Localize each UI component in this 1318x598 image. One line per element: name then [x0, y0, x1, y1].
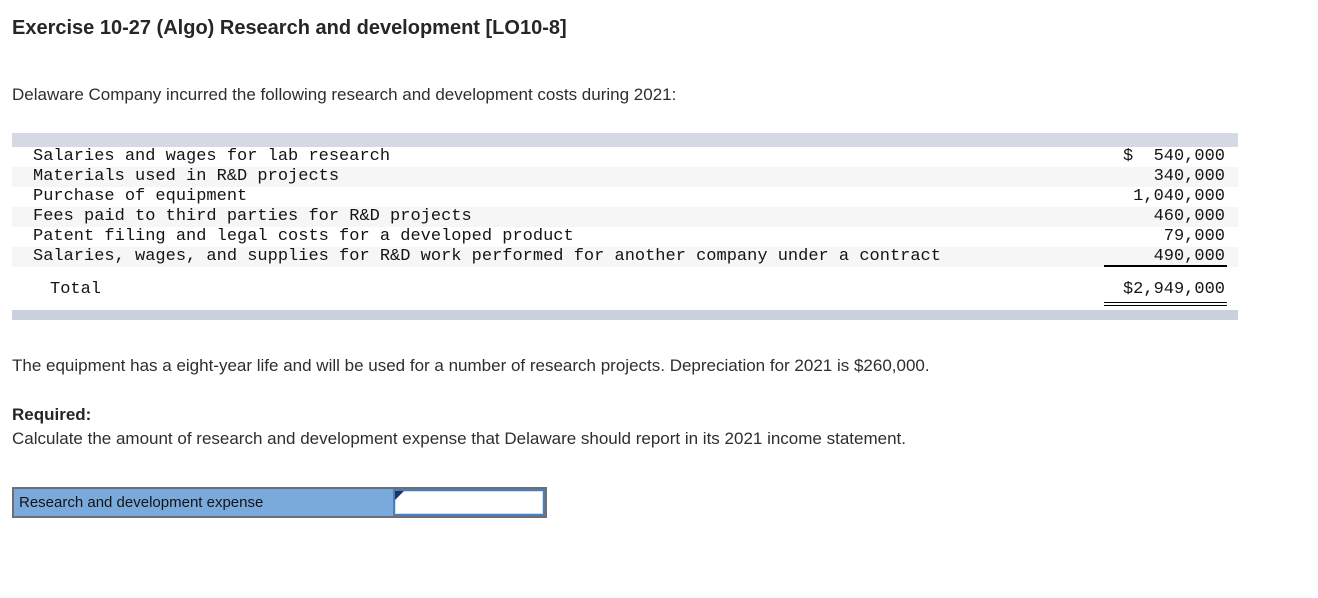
cell-marker-icon [395, 491, 404, 500]
cost-row-amount: 340,000 [1153, 167, 1225, 186]
exercise-page: Exercise 10-27 (Algo) Research and devel… [0, 16, 1318, 518]
cost-row-label: Patent filing and legal costs for a deve… [33, 227, 574, 246]
cost-table-rows: Salaries and wages for lab research $ 54… [12, 147, 1238, 267]
cost-row-label: Materials used in R&D projects [33, 167, 340, 186]
cost-table-row: Salaries and wages for lab research $ 54… [12, 147, 1238, 167]
cost-table-row: Patent filing and legal costs for a deve… [12, 227, 1238, 247]
total-label: Total [50, 280, 102, 299]
cost-row-amount: 490,000 [1104, 247, 1227, 267]
cost-table-row: Purchase of equipment 1,040,000 [12, 187, 1238, 207]
exercise-title: Exercise 10-27 (Algo) Research and devel… [12, 17, 567, 39]
table-header-band [12, 133, 1238, 147]
cost-row-amount: 79,000 [1163, 227, 1225, 246]
required-label: Required: [12, 405, 92, 424]
note-text: The equipment has a eight-year life and … [12, 356, 930, 375]
cost-row-label: Salaries and wages for lab research [33, 147, 391, 166]
answer-table: Research and development expense [12, 487, 547, 518]
cost-row-amount: 460,000 [1153, 207, 1225, 226]
cost-row-label: Fees paid to third parties for R&D proje… [33, 207, 472, 226]
total-row: Total $2,949,000 [12, 267, 1238, 306]
cost-table-row: Fees paid to third parties for R&D proje… [12, 207, 1238, 227]
answer-label: Research and development expense [19, 494, 264, 511]
answer-label-cell: Research and development expense [14, 489, 393, 516]
research-development-expense-input[interactable] [393, 489, 545, 516]
cost-row-amount: $ 540,000 [1122, 147, 1225, 166]
cost-row-label: Purchase of equipment [33, 187, 248, 206]
cost-row-label: Salaries, wages, and supplies for R&D wo… [33, 247, 941, 266]
cost-table-row: Salaries, wages, and supplies for R&D wo… [12, 247, 1238, 267]
answer-input-cell [393, 489, 545, 516]
total-amount: $2,949,000 [1104, 280, 1227, 306]
cost-row-amount: 1,040,000 [1133, 187, 1225, 206]
cost-table-row: Materials used in R&D projects 340,000 [12, 167, 1238, 187]
table-footer-band [12, 310, 1238, 320]
cost-table: Salaries and wages for lab research $ 54… [12, 133, 1238, 320]
required-text: Calculate the amount of research and dev… [12, 429, 906, 448]
intro-text: Delaware Company incurred the following … [12, 85, 677, 104]
